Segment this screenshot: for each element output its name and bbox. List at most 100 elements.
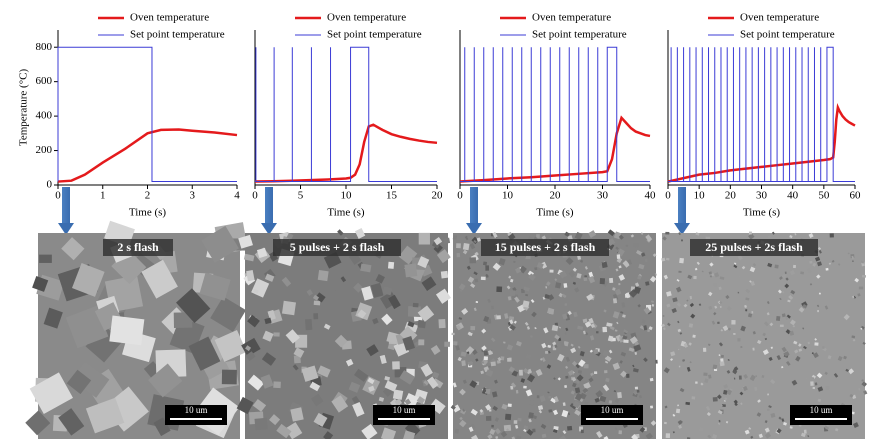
grain (794, 233, 797, 236)
grain (580, 429, 584, 434)
grain (387, 261, 395, 269)
grain (535, 368, 543, 377)
grain (579, 392, 587, 400)
grain (792, 325, 795, 328)
grain (429, 398, 446, 415)
grain (588, 377, 594, 383)
grain (782, 290, 785, 294)
grain (467, 332, 472, 336)
grain (462, 242, 470, 251)
grain (612, 298, 618, 304)
grain (764, 337, 768, 341)
grain (798, 343, 802, 347)
image-caption: 2 s flash (117, 240, 159, 254)
grain (781, 346, 787, 353)
grain (285, 329, 300, 344)
grain (574, 409, 581, 416)
grain (504, 413, 512, 421)
grain (459, 289, 463, 292)
grain (707, 291, 713, 297)
grain (663, 367, 670, 374)
grain (473, 307, 477, 312)
grain (707, 434, 712, 439)
grain (767, 262, 773, 268)
grain (698, 303, 702, 307)
grain (620, 370, 628, 378)
grain (718, 419, 721, 423)
grain (39, 254, 52, 263)
x-tick-label: 30 (597, 190, 609, 202)
grain (43, 307, 63, 329)
grain (727, 327, 732, 331)
grain (672, 297, 678, 303)
grain (417, 305, 435, 322)
grain (757, 399, 761, 403)
grain (768, 356, 773, 362)
grain (497, 356, 502, 362)
grain (506, 344, 514, 351)
grain (201, 225, 239, 263)
grain (565, 365, 569, 369)
grain (531, 311, 537, 318)
grain (467, 276, 475, 284)
grain (458, 283, 466, 291)
grain (708, 305, 713, 310)
grain (652, 253, 657, 257)
grain (436, 249, 451, 264)
x-tick-label: 10 (694, 190, 706, 202)
grain (608, 277, 614, 284)
grain (404, 263, 418, 278)
grain (745, 309, 748, 312)
grain (755, 375, 757, 377)
grain (286, 232, 294, 240)
series-line (57, 128, 238, 183)
grain (685, 355, 689, 359)
grain (647, 329, 650, 333)
grain (579, 350, 585, 357)
grain (718, 286, 722, 290)
grain (792, 264, 797, 269)
grain (357, 309, 367, 319)
grain (643, 325, 648, 331)
grain (247, 314, 260, 328)
grain (470, 408, 478, 416)
grain (462, 379, 467, 384)
grain (816, 261, 822, 267)
scale-bar-label: 10 um (601, 405, 624, 415)
grain (713, 312, 717, 316)
grain (615, 246, 619, 250)
grain (256, 247, 268, 259)
grain (340, 276, 347, 283)
grain (583, 382, 591, 390)
grain (651, 303, 655, 307)
grain (476, 237, 481, 242)
sem-image (661, 231, 868, 439)
grain (273, 381, 281, 389)
grain (784, 283, 790, 289)
grain (724, 397, 728, 401)
grain (572, 281, 577, 285)
grain (479, 411, 484, 416)
grain (384, 380, 398, 392)
grain (528, 412, 534, 419)
series-line (254, 123, 438, 183)
grain (576, 374, 584, 382)
grain (694, 267, 698, 271)
grain (750, 435, 754, 439)
grain (501, 403, 508, 410)
grain (236, 396, 254, 415)
grain (654, 273, 657, 276)
grain (352, 401, 365, 417)
grain (418, 339, 425, 346)
grain (676, 344, 683, 351)
grain (513, 260, 516, 264)
grain (849, 393, 854, 398)
grain (641, 319, 646, 324)
grain (412, 302, 419, 308)
legend-label: Set point temperature (130, 29, 225, 41)
grain (851, 335, 856, 339)
grain (709, 262, 714, 267)
grain (662, 236, 667, 241)
grain (173, 312, 193, 328)
